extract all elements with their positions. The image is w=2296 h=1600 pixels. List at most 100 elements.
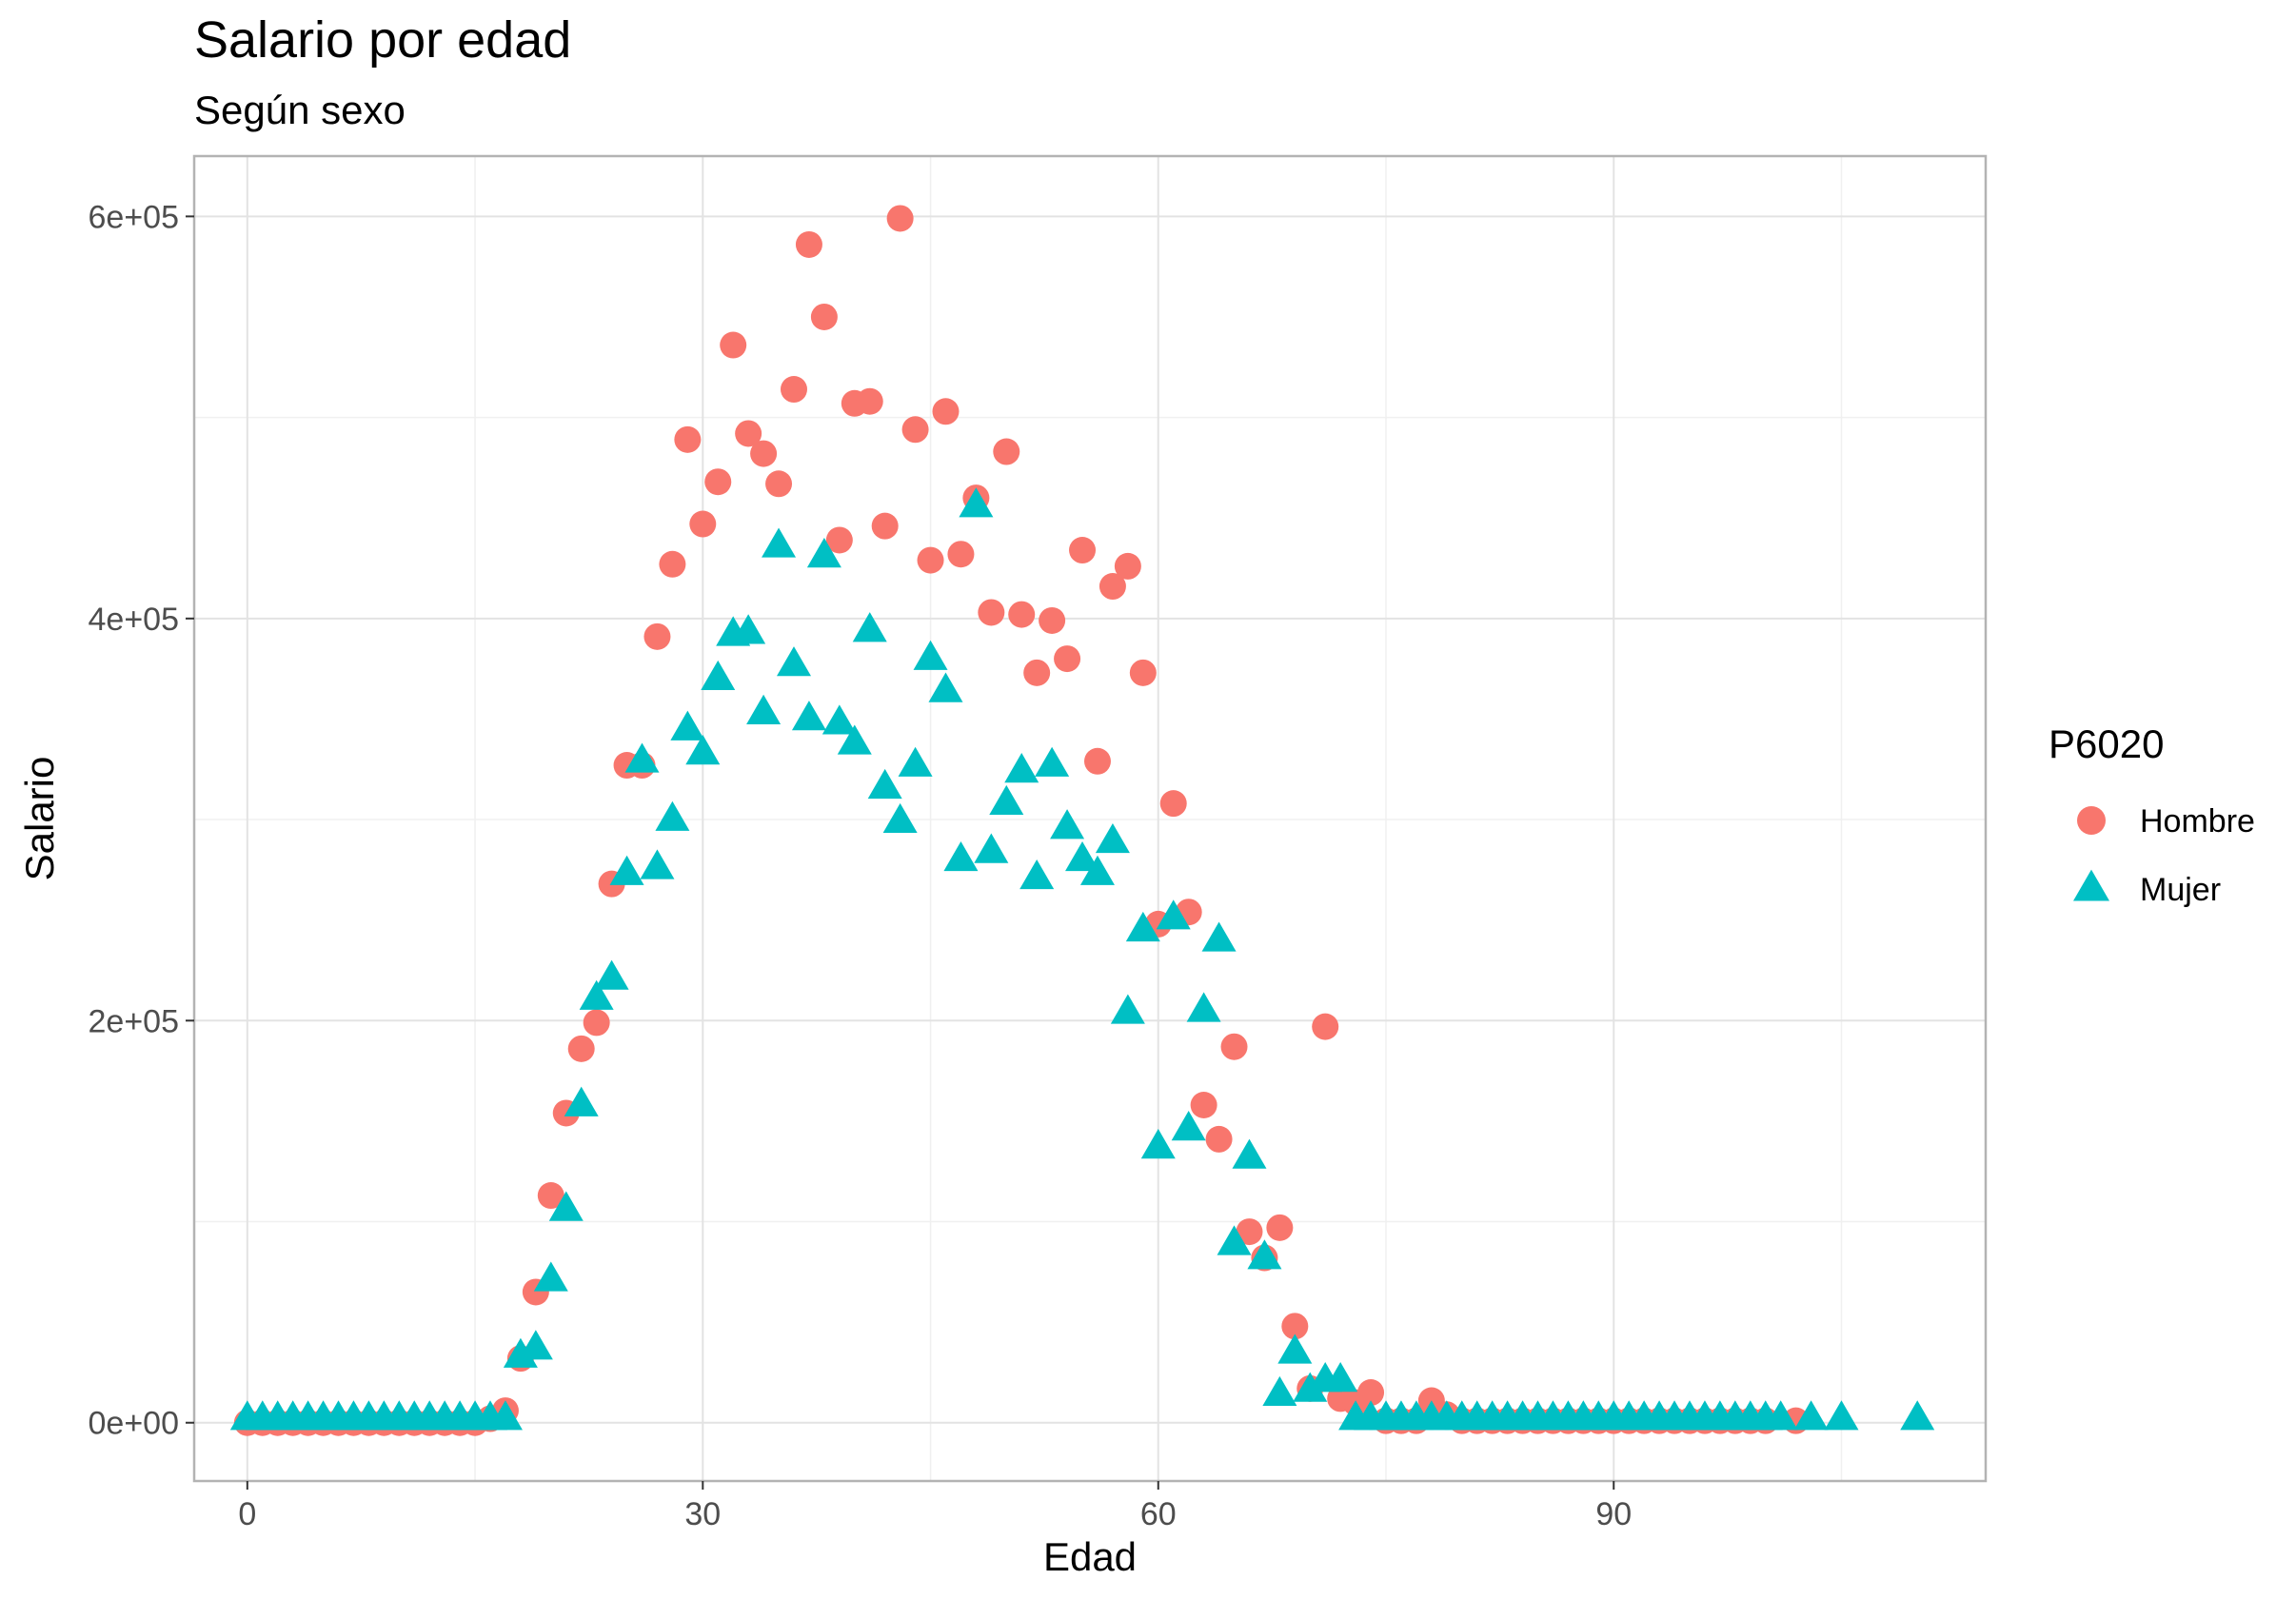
point-mujer [685,735,721,765]
point-hombre [947,541,975,568]
minor-gridlines [194,156,1986,1481]
point-mujer [1171,1111,1206,1141]
point-mujer [1217,1225,1252,1255]
point-hombre [1129,659,1157,686]
point-hombre [720,331,747,359]
chart-subtitle: Según sexo [194,88,406,132]
point-mujer [564,1086,599,1116]
point-mujer [867,768,902,800]
x-axis: 0 30 60 90 [238,1481,1632,1532]
point-mujer [1004,753,1039,783]
series-mujer [229,487,1935,1431]
point-mujer [1201,921,1237,952]
point-mujer [1156,899,1191,930]
point-mujer [806,538,841,568]
point-mujer [655,800,690,831]
y-tick-label: 2e+05 [89,1003,180,1039]
point-mujer [1323,1362,1358,1393]
point-mujer [1824,1400,1859,1431]
point-mujer [640,849,675,879]
point-mujer [791,701,826,731]
point-mujer [898,746,933,777]
point-hombre [901,416,929,444]
point-hombre [780,376,807,404]
point-hombre [1357,1379,1385,1407]
data-points [229,205,1935,1436]
point-mujer [1125,911,1160,942]
point-hombre [750,440,778,467]
point-mujer [1277,1333,1313,1364]
point-mujer [762,527,797,558]
point-hombre [1083,747,1111,775]
point-hombre [856,387,883,415]
point-mujer [1900,1400,1935,1431]
legend-key-mujer [2073,869,2109,901]
point-mujer [594,959,629,990]
point-mujer [503,1337,538,1368]
point-mujer [624,742,660,773]
point-mujer [928,672,963,702]
point-hombre [1266,1214,1294,1241]
point-hombre [886,205,914,232]
point-mujer [1110,994,1145,1024]
point-mujer [548,1191,584,1221]
point-mujer [1763,1400,1798,1431]
x-tick-label: 0 [238,1496,256,1532]
point-hombre [1114,552,1141,580]
point-hombre [825,526,853,554]
point-hombre [1205,1125,1233,1153]
point-mujer [1247,1239,1282,1270]
point-hombre [659,550,686,578]
point-mujer [487,1400,523,1431]
y-tick-label: 0e+00 [89,1406,180,1442]
point-hombre [917,546,944,574]
point-hombre [795,230,822,258]
legend-label-hombre: Hombre [2140,803,2255,840]
point-hombre [810,303,838,330]
point-hombre [1023,659,1051,686]
plot-border [192,154,1988,1483]
point-mujer [533,1261,568,1292]
point-mujer [1065,840,1100,872]
point-mujer [579,979,614,1010]
point-mujer [670,710,705,741]
point-hombre [567,1035,595,1062]
point-hombre [1236,1218,1263,1246]
point-hombre [1312,1013,1339,1040]
point-hombre [1054,645,1081,673]
point-mujer [776,646,811,677]
point-mujer [701,660,736,691]
x-axis-title: Edad [1043,1534,1137,1579]
point-mujer [837,724,872,755]
legend-item-mujer: Mujer [2073,869,2221,908]
point-hombre [993,438,1020,465]
point-hombre [583,1009,610,1037]
point-hombre [1069,537,1097,564]
point-hombre [1281,1313,1309,1340]
point-mujer [1186,992,1221,1022]
x-tick-label: 90 [1595,1496,1632,1532]
legend: P6020 Hombre Mujer [2049,721,2255,908]
point-mujer [1019,859,1055,890]
point-hombre [1039,606,1066,634]
point-mujer [609,855,644,885]
point-mujer [1095,822,1130,854]
point-mujer [746,694,782,724]
y-axis-title: Salario [17,757,62,881]
point-hombre [1220,1033,1248,1060]
point-hombre [1099,573,1126,601]
point-mujer [1293,1372,1328,1402]
point-mujer [852,612,887,642]
point-mujer [989,784,1024,816]
point-mujer [1035,746,1070,777]
point-hombre [704,468,732,496]
point-hombre [1190,1092,1217,1119]
point-mujer [518,1330,553,1360]
point-mujer [1140,1129,1176,1159]
point-hombre [765,470,793,498]
y-tick-label: 6e+05 [89,199,180,235]
point-hombre [537,1182,564,1210]
point-hombre [674,425,702,453]
point-mujer [731,614,766,644]
